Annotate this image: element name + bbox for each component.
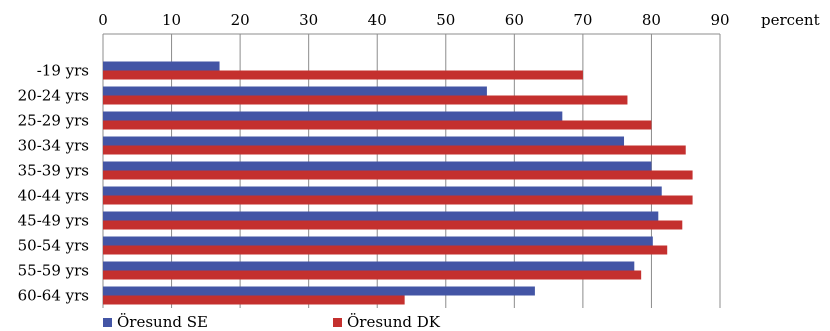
bar-dk bbox=[103, 220, 683, 230]
legend-label: Öresund SE bbox=[117, 313, 208, 331]
x-tick-label: 30 bbox=[299, 11, 318, 29]
category-label: 50-54 yrs bbox=[18, 237, 89, 255]
bar-dk bbox=[103, 70, 583, 80]
bar-dk bbox=[103, 195, 693, 205]
x-tick-labels: 0 10 20 30 40 50 60 70 80 90 bbox=[98, 11, 729, 29]
bar-dk bbox=[103, 95, 628, 105]
x-tick-label: 10 bbox=[162, 11, 181, 29]
bar-se bbox=[103, 136, 625, 146]
x-tick-label: 20 bbox=[231, 11, 250, 29]
bar-dk bbox=[103, 295, 405, 305]
bar-se bbox=[103, 261, 635, 271]
category-label: 45-49 yrs bbox=[18, 212, 89, 230]
category-label: 60-64 yrs bbox=[18, 287, 89, 305]
bar-dk bbox=[103, 270, 642, 280]
bar-se bbox=[103, 161, 652, 171]
x-tick-label: 90 bbox=[710, 11, 729, 29]
category-label: 35-39 yrs bbox=[18, 162, 89, 180]
bar-se bbox=[103, 86, 487, 96]
category-label: 30-34 yrs bbox=[18, 137, 89, 155]
bar-se bbox=[103, 61, 220, 71]
x-axis-label: percent bbox=[761, 11, 820, 29]
category-label: 25-29 yrs bbox=[18, 112, 89, 130]
bar-se bbox=[103, 186, 662, 196]
category-label: -19 yrs bbox=[37, 62, 89, 80]
legend-swatch bbox=[103, 318, 112, 327]
bar-dk bbox=[103, 145, 686, 155]
legend: Öresund SE Öresund DK bbox=[103, 313, 441, 331]
bar-se bbox=[103, 236, 653, 246]
x-tick-label: 0 bbox=[98, 11, 108, 29]
x-tick-label: 80 bbox=[642, 11, 661, 29]
bar-dk bbox=[103, 245, 668, 255]
legend-label: Öresund DK bbox=[347, 313, 441, 331]
category-label: 20-24 yrs bbox=[18, 87, 89, 105]
bar-dk bbox=[103, 120, 652, 130]
bar-se bbox=[103, 286, 535, 296]
x-tick-label: 70 bbox=[573, 11, 592, 29]
x-tick-label: 60 bbox=[505, 11, 524, 29]
bars bbox=[103, 61, 693, 305]
category-labels: -19 yrs 20-24 yrs 25-29 yrs 30-34 yrs 35-39 … bbox=[18, 62, 89, 305]
bar-se bbox=[103, 111, 563, 121]
legend-swatch bbox=[333, 318, 342, 327]
category-label: 40-44 yrs bbox=[18, 187, 89, 205]
category-label: 55-59 yrs bbox=[18, 262, 89, 280]
x-tick-label: 50 bbox=[436, 11, 455, 29]
bar-se bbox=[103, 211, 659, 221]
x-tick-label: 40 bbox=[368, 11, 387, 29]
bar-dk bbox=[103, 170, 693, 180]
